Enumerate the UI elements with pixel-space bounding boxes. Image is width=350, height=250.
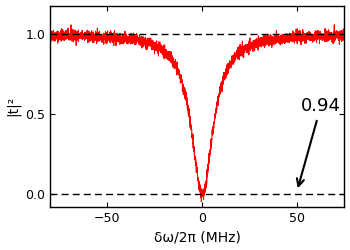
- Text: 0.94: 0.94: [297, 97, 341, 186]
- X-axis label: δω/2π (MHz): δω/2π (MHz): [154, 230, 241, 244]
- Y-axis label: |t|²: |t|²: [6, 96, 20, 116]
